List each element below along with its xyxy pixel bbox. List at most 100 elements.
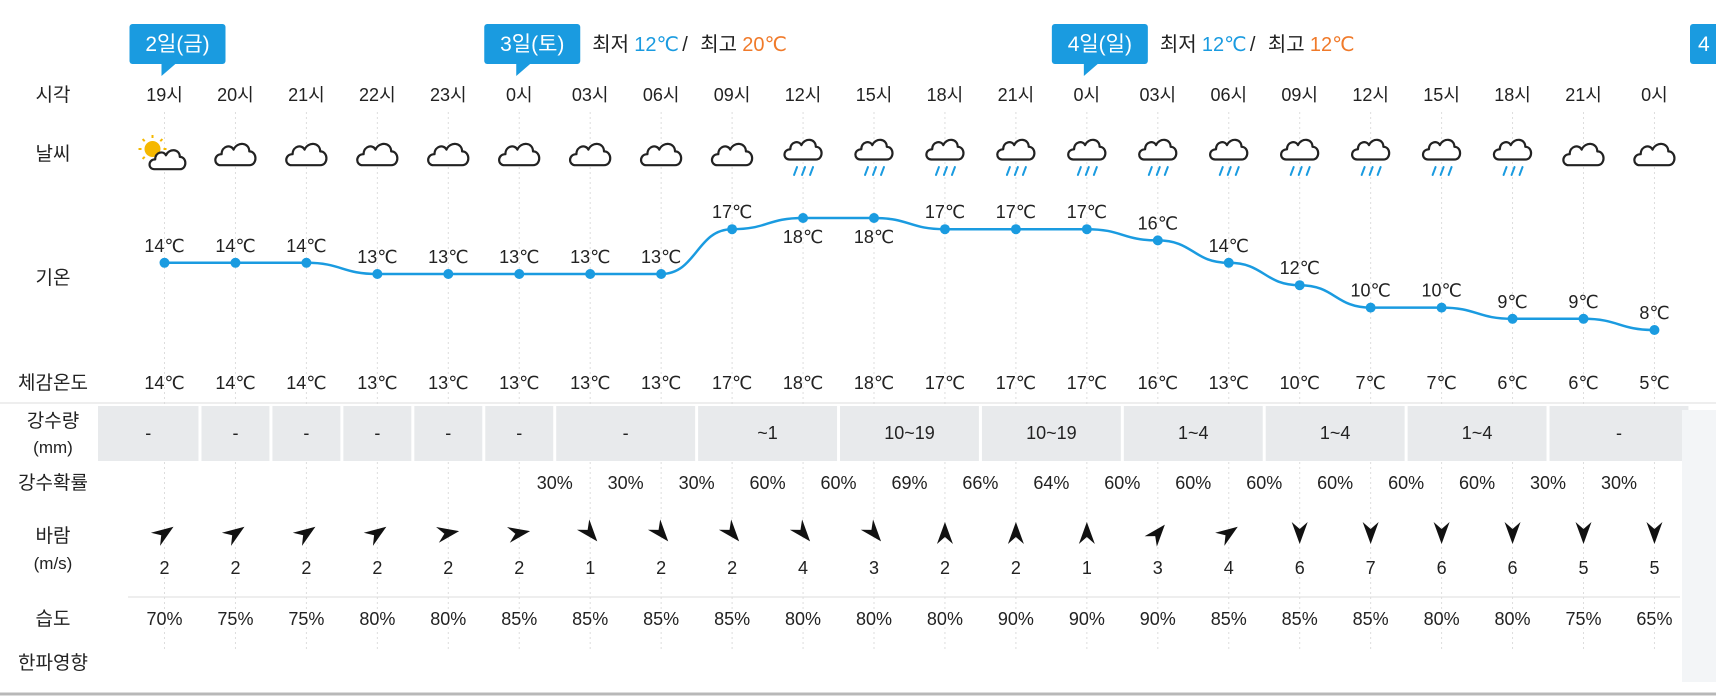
temperature-label: 9℃ [1497,292,1527,312]
temperature-point [1649,325,1660,335]
time-label: 09시 [1281,85,1318,105]
feels-like-value: 6℃ [1568,373,1598,393]
rain-drop [950,166,956,176]
wind-arrow-icon [363,526,387,546]
day-min-label: 최저 [1160,33,1197,56]
temperature-label: 13℃ [641,247,681,267]
day-badge-edge-label: 4 [1698,33,1710,56]
wind-speed-value: 2 [514,558,524,578]
precip-value: 1~4 [1320,423,1351,443]
time-label: 22시 [359,85,396,105]
precip-value: - [145,423,151,443]
day-max-label: 최고 [1268,33,1305,56]
wind-arrow-icon [1215,526,1238,546]
wind-speed-value: 2 [443,558,453,578]
precip-probability-value: 30% [537,473,573,493]
label-wind-unit: (m/s) [34,554,73,573]
label-temp: 기온 [36,267,71,289]
rain-cloud-icon [925,138,965,176]
rain-drop [1305,166,1311,176]
cloud-icon [427,142,470,167]
cloud-icon [214,142,257,167]
cloud-shape [1138,138,1178,161]
temperature-point [585,269,596,279]
wind-arrow-shape [1362,522,1379,544]
wind-arrow-shape [292,526,316,546]
temperature-point [1152,235,1163,246]
wind-speed-value: 3 [1153,558,1163,578]
feels-like-value: 7℃ [1356,373,1386,393]
wind-arrow-shape [647,519,669,542]
wind-arrow-shape [1144,524,1165,547]
day-badge-pointer [1083,63,1099,76]
precip-probability-value: 60% [1104,473,1140,493]
time-label: 03시 [572,85,609,105]
humidity-value: 85% [501,609,537,629]
time-label: 21시 [1565,85,1602,105]
feels-like-value: 13℃ [357,373,397,393]
label-precip: 강수량 [27,410,79,432]
temperature-label: 12℃ [1280,258,1320,278]
wind-arrow-shape [860,519,882,542]
rain-cloud-icon [1209,138,1249,176]
rain-drop [934,166,940,176]
day-badge [484,24,581,64]
day-badge-edge [1690,24,1716,64]
rain-cloud-icon [854,138,894,176]
rain-drop [1163,166,1169,176]
wind-arrow-icon [1007,522,1024,544]
label-precip-unit: (mm) [33,438,73,457]
cloud-shape [568,142,612,167]
right-edge-panel [1682,410,1716,682]
precip-value: 1~4 [1178,423,1209,443]
cloud-shape [1280,138,1320,161]
precip-value: ~1 [757,423,778,443]
humidity-value: 85% [714,609,750,629]
temperature-point [159,257,170,268]
cloud-shape [285,142,328,167]
rain-drop [793,166,799,176]
cloud-shape [1351,138,1391,161]
precip-probability-value: 60% [750,473,786,493]
wind-arrow-shape [936,522,953,544]
rain-cloud-icon [1067,138,1107,176]
cloud-icon [568,142,612,167]
wind-arrow-icon [221,526,245,546]
temperature-point [230,257,241,268]
precip-probability-value: 60% [1175,473,1211,493]
time-label: 0시 [506,85,533,105]
precip-cell [485,406,554,461]
time-label: 09시 [714,85,751,105]
rain-drop [1226,166,1232,176]
rain-cloud-icon [1280,138,1320,176]
day-separator: / [682,34,688,56]
cloud-shape [639,142,683,167]
rain-cloud-icon [996,138,1036,176]
feels-like-value: 17℃ [712,373,752,393]
day-badge-pointer [161,63,177,76]
humidity-value: 85% [572,609,608,629]
humidity-value: 85% [1211,609,1247,629]
feels-like-value: 13℃ [641,373,681,393]
time-label: 15시 [1423,85,1460,105]
temperature-point [443,269,454,279]
feels-like-value: 17℃ [1067,373,1107,393]
cloud-shape [148,149,187,171]
precip-probability-value: 30% [608,473,644,493]
precip-cell [840,406,979,461]
temperature-label: 17℃ [925,202,965,222]
precip-cell [201,406,270,461]
wind-arrow-shape [577,519,598,542]
wind-speed-value: 2 [301,558,311,578]
rain-drop [864,166,869,176]
humidity-value: 80% [1495,609,1531,629]
wind-arrow-shape [1007,522,1024,544]
wind-speed-value: 5 [1649,558,1659,578]
rain-drop [1502,166,1508,176]
feels-like-value: 17℃ [925,373,965,393]
wind-speed-value: 3 [869,558,879,578]
rain-drop [801,166,807,176]
rain-cloud-icon [1492,138,1533,176]
rain-drop [809,166,815,176]
cloud-shape [996,138,1036,161]
